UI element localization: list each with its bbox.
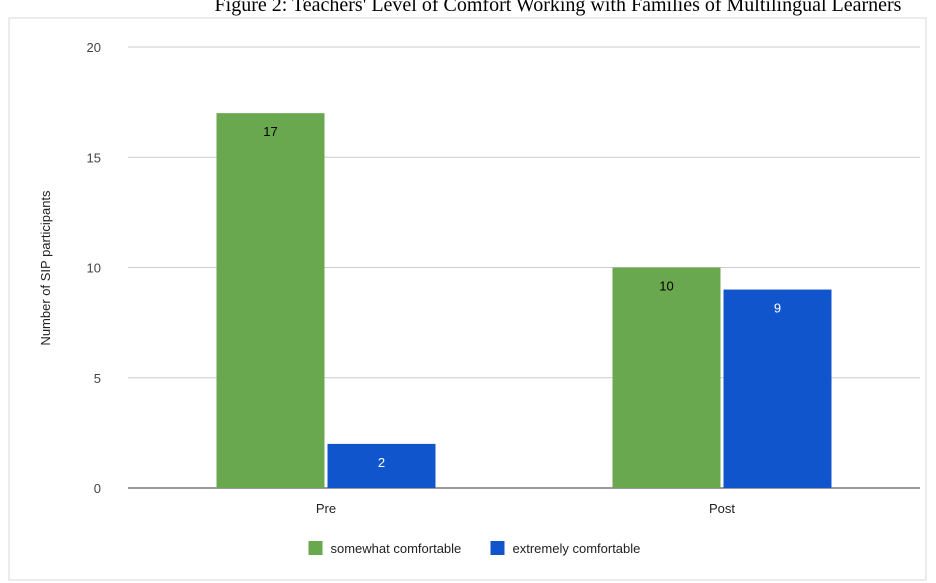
data-labels: 17 2 10 9 — [263, 124, 781, 470]
chart-border — [8, 17, 927, 581]
y-tick-label: 10 — [87, 261, 101, 276]
y-tick-label: 5 — [94, 371, 101, 386]
legend-item: somewhat comfortable — [308, 541, 462, 556]
y-tick-labels: 0 5 10 15 20 — [87, 40, 101, 496]
legend-swatch — [490, 541, 505, 555]
y-tick-label: 20 — [87, 40, 101, 55]
legend: somewhat comfortable extremely comfortabl… — [308, 541, 641, 556]
page-title: Figure 2: Teachers' Level of Comfort Wor… — [214, 0, 902, 16]
bar-extremely-comfortable-post — [723, 289, 832, 488]
y-axis-title: Number of SIP participants — [38, 190, 53, 346]
data-label: 2 — [378, 455, 385, 470]
x-tick-labels: Pre Post — [316, 501, 736, 516]
data-label: 17 — [263, 124, 277, 139]
bars — [216, 113, 832, 489]
legend-label: extremely comfortable — [513, 541, 641, 556]
data-label: 9 — [774, 301, 781, 316]
x-tick-label: Pre — [316, 501, 336, 516]
y-tick-label: 15 — [87, 150, 101, 165]
legend-label: somewhat comfortable — [331, 541, 462, 556]
legend-item: extremely comfortable — [490, 541, 641, 556]
data-label: 10 — [659, 279, 673, 294]
bar-somewhat-comfortable-pre — [216, 113, 325, 489]
x-tick-label: Post — [709, 501, 735, 516]
legend-swatch — [308, 541, 323, 555]
y-tick-label: 0 — [94, 481, 101, 496]
bar-somewhat-comfortable-post — [612, 267, 721, 488]
bar-extremely-comfortable-pre — [327, 443, 436, 488]
